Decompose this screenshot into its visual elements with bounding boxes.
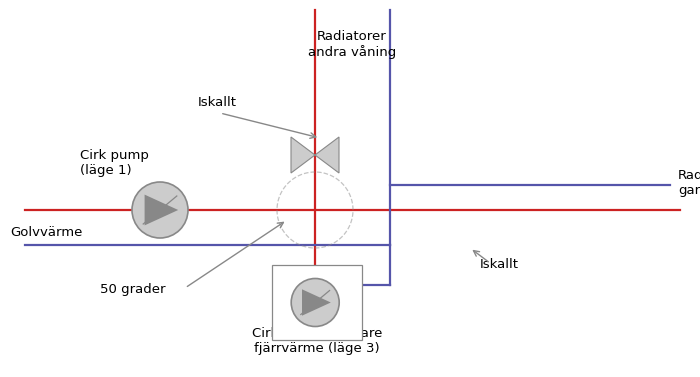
Polygon shape — [145, 195, 178, 225]
Text: 50 grader: 50 grader — [100, 284, 165, 296]
FancyBboxPatch shape — [272, 265, 362, 340]
Circle shape — [132, 182, 188, 238]
Circle shape — [291, 279, 340, 326]
Text: Cirk pump i växlare
fjärrvärme (läge 3): Cirk pump i växlare fjärrvärme (läge 3) — [252, 327, 382, 355]
Text: Iskallt: Iskallt — [198, 97, 237, 109]
Text: Radiatorer
andra våning: Radiatorer andra våning — [308, 30, 396, 59]
Text: Cirk pump
(läge 1): Cirk pump (läge 1) — [80, 149, 149, 177]
Text: Golvvärme: Golvvärme — [10, 227, 83, 239]
Text: Iskallt: Iskallt — [480, 259, 519, 271]
Polygon shape — [302, 289, 331, 316]
Polygon shape — [315, 137, 339, 173]
Text: Radiatorer
garage: Radiatorer garage — [678, 169, 700, 197]
Polygon shape — [291, 137, 315, 173]
